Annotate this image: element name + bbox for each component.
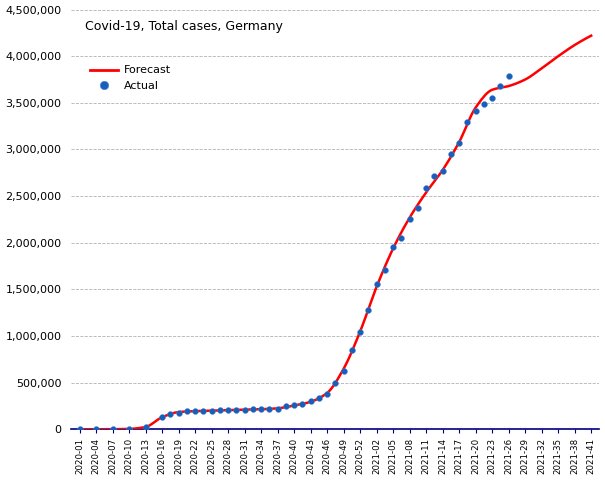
Legend: Forecast, Actual: Forecast, Actual (90, 65, 171, 91)
Point (488, 94, 497, 101)
Point (264, 405, 274, 413)
Point (339, 367, 348, 375)
Point (207, 407, 217, 415)
Point (273, 405, 283, 413)
Point (454, 139, 464, 146)
Point (191, 407, 200, 415)
Point (215, 406, 224, 414)
Point (421, 184, 431, 192)
Point (182, 407, 192, 415)
Point (306, 396, 316, 404)
Point (438, 167, 448, 175)
Point (240, 407, 249, 414)
Point (75, 425, 85, 432)
Point (157, 413, 167, 421)
Point (232, 406, 241, 414)
Point (289, 402, 299, 409)
Point (91, 425, 101, 433)
Point (166, 410, 175, 418)
Point (198, 408, 208, 415)
Point (322, 390, 332, 398)
Point (397, 234, 407, 241)
Point (108, 425, 117, 433)
Point (174, 409, 183, 417)
Point (413, 204, 423, 212)
Point (347, 346, 357, 354)
Point (124, 425, 134, 432)
Text: Covid-19, Total cases, Germany: Covid-19, Total cases, Germany (85, 20, 283, 33)
Point (330, 379, 340, 387)
Point (223, 407, 233, 414)
Point (364, 306, 373, 314)
Point (495, 82, 505, 90)
Point (430, 172, 439, 180)
Point (314, 395, 324, 402)
Point (281, 402, 291, 410)
Point (298, 400, 307, 408)
Point (504, 72, 514, 80)
Point (479, 100, 489, 108)
Point (463, 118, 473, 125)
Point (471, 107, 480, 115)
Point (248, 406, 258, 413)
Point (405, 216, 414, 223)
Point (380, 266, 390, 274)
Point (141, 423, 151, 431)
Point (355, 328, 365, 336)
Point (372, 281, 382, 288)
Point (446, 150, 456, 157)
Point (257, 405, 266, 413)
Point (388, 243, 398, 251)
